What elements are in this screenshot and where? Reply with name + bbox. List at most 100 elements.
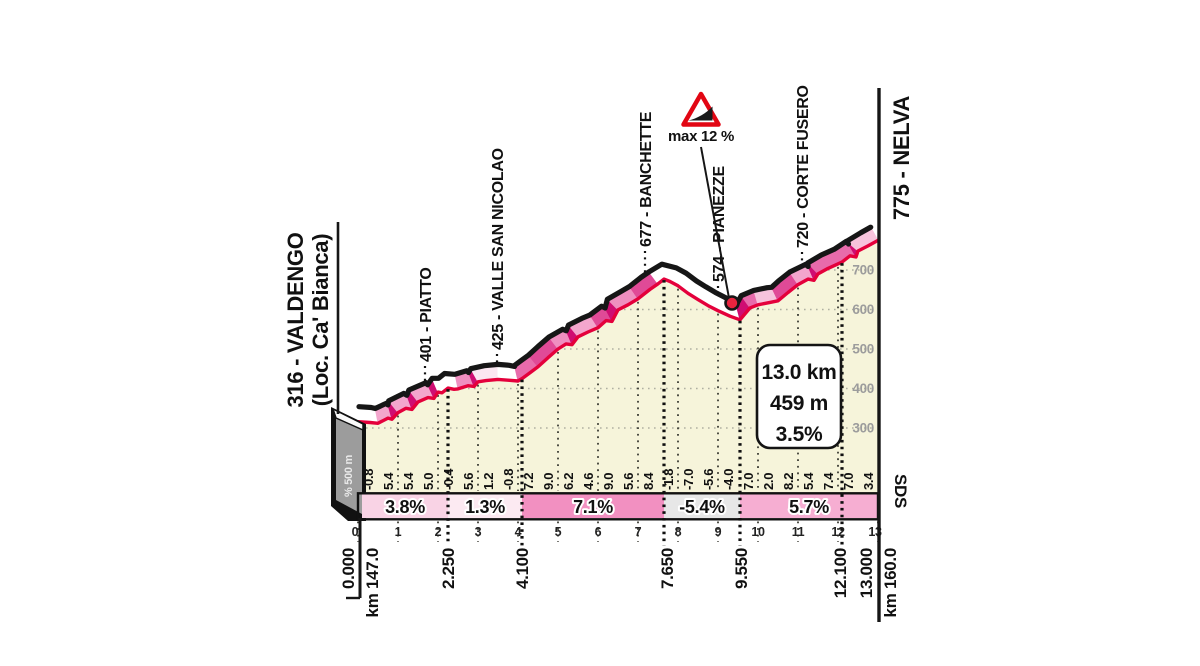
summary-avg-gradient: 3.5% bbox=[776, 423, 823, 446]
distance-label: km 147.0 bbox=[363, 548, 382, 617]
elevation-tick-label: 600 bbox=[852, 302, 874, 317]
gradient-500m-value: 5.6 bbox=[621, 473, 636, 490]
gradient-500m-value: -1.8 bbox=[661, 469, 676, 490]
gradient-section bbox=[362, 494, 448, 518]
elevation-tick-label: 500 bbox=[852, 342, 874, 357]
km-tick-label: 3 bbox=[475, 525, 482, 539]
gradient-500m-value: 7.4 bbox=[821, 472, 836, 490]
gradient-500m-value: 1.2 bbox=[481, 473, 496, 490]
gradient-500m-value: -0.4 bbox=[441, 468, 456, 490]
gradient-500m-value: 8.2 bbox=[781, 473, 796, 490]
start-block-face bbox=[336, 417, 362, 514]
gradient-500m-value: -0.8 bbox=[501, 469, 516, 490]
km-tick-label: 1 bbox=[395, 525, 402, 539]
gradient-section-label: -5.4% bbox=[679, 497, 725, 517]
km-axis: 0 1 2 3 4 5 6 7 8 9 10 11 12 13 bbox=[352, 521, 882, 542]
profile-lines bbox=[356, 224, 880, 425]
waypoint-label: 425 - VALLE SAN NICOLAO bbox=[490, 148, 507, 350]
elevation-area-fill bbox=[358, 240, 878, 493]
distance-label: 2.250 bbox=[439, 548, 458, 589]
km-tick-label: 10 bbox=[751, 525, 765, 539]
km-tick-label: 9 bbox=[715, 525, 722, 539]
max-gradient-point bbox=[724, 295, 740, 311]
km-tick-label: 4 bbox=[515, 525, 522, 539]
gradient-500m-values: -0.8 5.4 5.4 5.0 -0.4 5.6 1.2 -0.8 7.2 9.0 6.2 4.6 9… bbox=[361, 468, 876, 490]
gradient-500m-value: -4.0 bbox=[721, 469, 736, 490]
waypoint-labels: 401 - PIATTO 425 - VALLE SAN NICOLAO 677 -… bbox=[418, 85, 812, 382]
profile-red-line bbox=[356, 238, 880, 425]
distance-labels: 0.000 km 147.0 2.250 4.100 7.650 9.550 12.100 1… bbox=[339, 548, 900, 617]
km-tick-label: 8 bbox=[675, 525, 682, 539]
km-tick-label: 6 bbox=[595, 525, 602, 539]
gradient-500m-value: 7.0 bbox=[741, 473, 756, 490]
start-block-top bbox=[331, 407, 364, 432]
gradient-500m-value: -5.6 bbox=[701, 469, 716, 490]
km-tick-label: 11 bbox=[792, 525, 805, 539]
band-outline-line bbox=[356, 224, 874, 412]
waypoint-label: 677 - BANCHETTE bbox=[638, 111, 655, 247]
gradient-500m-value: 5.6 bbox=[461, 473, 476, 490]
gradient-500m-value: 8.4 bbox=[641, 472, 656, 490]
gradient-500m-value: 2.0 bbox=[761, 473, 776, 490]
summary-elevation-gain: 459 m bbox=[770, 392, 828, 415]
elevation-area bbox=[358, 240, 878, 493]
gradient-500m-value: 9.0 bbox=[601, 473, 616, 490]
designer-signature: SDS bbox=[891, 474, 910, 508]
elevation-tick-label: 700 bbox=[852, 263, 874, 278]
km-tick-label: 2 bbox=[435, 525, 442, 539]
gradient-500m-value: -7.0 bbox=[681, 469, 696, 490]
summary-distance: 13.0 km bbox=[762, 361, 837, 384]
km-tick-label: 12 bbox=[831, 525, 845, 539]
distance-label: 12.100 bbox=[831, 548, 850, 598]
waypoint-label: 720 - CORTE FUSERO bbox=[795, 85, 812, 248]
elevation-axis-labels: 300 400 500 600 700 bbox=[852, 263, 874, 436]
gradient-section-label: 3.8% bbox=[385, 497, 425, 517]
summary-box-frame bbox=[755, 343, 843, 450]
waypoint-label: 401 - PIATTO bbox=[418, 267, 435, 362]
max-gradient-warning: max 12 % bbox=[668, 91, 740, 311]
gradient-500m-value: 7.2 bbox=[521, 473, 536, 490]
gradient-section bbox=[664, 494, 740, 518]
gradient-500m-value: 5.0 bbox=[421, 473, 436, 490]
km-tick-label: 0 bbox=[352, 525, 359, 539]
gradient-500m-value: 6.2 bbox=[561, 473, 576, 490]
waypoint-label: 574 - PIANEZZE bbox=[711, 166, 728, 282]
bold-gridlines bbox=[446, 263, 844, 546]
distance-label: 13.000 bbox=[857, 548, 876, 598]
km-tick-label: 7 bbox=[635, 525, 642, 539]
gradient-band: 3.8% 1.3% 7.1% -5.4% 5.7% bbox=[356, 492, 880, 521]
gradient-500m-value: 5.4 bbox=[801, 472, 816, 490]
start-label-line2: (Loc. Ca' Bianca) bbox=[308, 234, 333, 407]
summary-box: 13.0 km 459 m 3.5% bbox=[755, 343, 843, 450]
elevation-tick-label: 300 bbox=[852, 421, 874, 436]
gradient-500m-value: 7.0 bbox=[841, 473, 856, 490]
slope-wedge-icon bbox=[688, 106, 713, 121]
gradient-500m-value: 5.4 bbox=[381, 472, 396, 490]
distance-label: km 160.0 bbox=[881, 548, 900, 617]
gradient-section bbox=[448, 494, 522, 518]
gradient-500m-value: -0.8 bbox=[361, 469, 376, 490]
distance-label: 7.650 bbox=[658, 548, 677, 589]
unit-label: % 500 m bbox=[343, 455, 355, 497]
distance-label: 9.550 bbox=[732, 548, 751, 589]
start-block: % 500 m bbox=[331, 407, 366, 521]
warning-leader-line bbox=[700, 146, 730, 299]
km-tick-label: 5 bbox=[555, 525, 562, 539]
gradient-section bbox=[522, 494, 664, 518]
gradient-500m-value: 9.0 bbox=[541, 473, 556, 490]
elevation-tick-label: 400 bbox=[852, 381, 874, 396]
gradient-section-label: 7.1% bbox=[573, 497, 613, 517]
gradient-section-label: 5.7% bbox=[789, 497, 829, 517]
max-gradient-label: max 12 % bbox=[668, 128, 734, 145]
end-label: 775 - NELVA bbox=[889, 95, 914, 220]
distance-label: 0.000 bbox=[339, 548, 358, 589]
distance-label: 4.100 bbox=[513, 548, 532, 589]
gradient-section bbox=[740, 494, 878, 518]
gradient-500m-value: 5.4 bbox=[401, 472, 416, 490]
start-label-line1: 316 - VALDENGO bbox=[283, 232, 308, 407]
gradient-500m-value: 4.6 bbox=[581, 473, 596, 490]
gradient-section-label: 1.3% bbox=[465, 497, 505, 517]
gradient-500m-value: 3.4 bbox=[861, 472, 876, 490]
